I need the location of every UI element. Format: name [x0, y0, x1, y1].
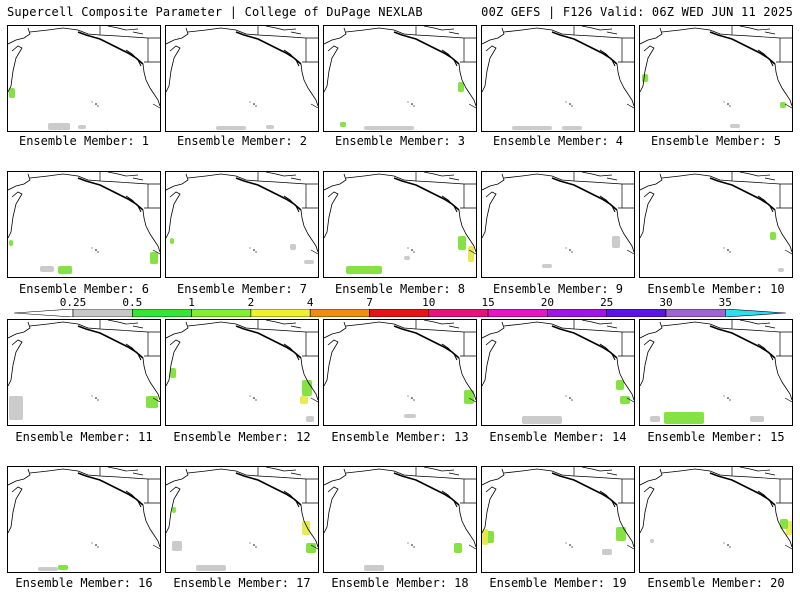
ensemble-map-panel — [639, 466, 793, 573]
map-coastline — [640, 320, 792, 424]
map-coastline — [166, 320, 318, 422]
color-scale-label: 2 — [247, 296, 255, 309]
ensemble-map-panel — [7, 25, 161, 132]
ensemble-map-panel — [481, 25, 635, 132]
color-swatch — [547, 309, 608, 317]
color-scale-label: 1 — [188, 296, 195, 309]
map-coastline — [640, 172, 792, 272]
ensemble-map-panel — [639, 319, 793, 426]
map-coastline — [324, 467, 476, 571]
map-coastline — [8, 320, 160, 420]
ensemble-member-label: Ensemble Member: 6 — [18, 282, 150, 296]
color-swatch — [606, 309, 667, 317]
color-scale-label: 15 — [481, 296, 495, 309]
color-scale-label: 4 — [306, 296, 314, 309]
ensemble-map-panel — [323, 25, 477, 132]
color-swatch — [132, 309, 192, 317]
map-coastline — [640, 467, 792, 550]
ensemble-map-panel — [323, 319, 477, 426]
ensemble-map-panel — [165, 319, 319, 426]
ensemble-map-panel — [323, 466, 477, 573]
ensemble-map-panel — [323, 171, 477, 278]
map-coastline — [482, 172, 634, 268]
color-swatch — [428, 309, 489, 317]
ensemble-member-label: Ensemble Member: 16 — [15, 576, 153, 590]
ensemble-member-label: Ensemble Member: 18 — [331, 576, 469, 590]
map-coastline — [482, 467, 634, 555]
map-coastline — [640, 26, 792, 128]
map-coastline — [166, 172, 318, 264]
ensemble-map-panel — [165, 25, 319, 132]
ensemble-member-label: Ensemble Member: 11 — [15, 430, 153, 444]
map-title: Supercell Composite Parameter | College … — [7, 5, 423, 19]
ensemble-member-label: Ensemble Member: 8 — [334, 282, 466, 296]
map-coastline — [166, 26, 318, 130]
color-scale-label: 0.25 — [59, 296, 87, 309]
map-coastline — [324, 172, 476, 274]
ensemble-map-panel — [639, 25, 793, 132]
ensemble-member-label: Ensemble Member: 19 — [489, 576, 627, 590]
color-swatch — [665, 309, 726, 317]
ensemble-member-label: Ensemble Member: 10 — [647, 282, 785, 296]
ensemble-member-label: Ensemble Member: 4 — [492, 134, 624, 148]
color-scale-bar — [14, 309, 786, 317]
color-scale-label: 10 — [422, 296, 436, 309]
ensemble-member-label: Ensemble Member: 15 — [647, 430, 785, 444]
ensemble-member-label: Ensemble Member: 7 — [176, 282, 308, 296]
map-coastline — [8, 467, 160, 571]
color-swatch — [250, 309, 311, 317]
color-scale-label: 7 — [366, 296, 373, 309]
map-coastline — [8, 172, 160, 274]
ensemble-map-panel — [165, 171, 319, 278]
color-scale-label: 30 — [659, 296, 673, 309]
color-scale-label: 20 — [540, 296, 555, 309]
map-coastline — [324, 26, 476, 130]
color-swatch — [191, 309, 252, 317]
valid-time-title: 00Z GEFS | F126 Valid: 06Z WED JUN 11 20… — [481, 5, 793, 19]
ensemble-map-panel — [7, 319, 161, 426]
ensemble-member-label: Ensemble Member: 12 — [173, 430, 311, 444]
color-scale-label: 25 — [600, 296, 614, 309]
ensemble-member-label: Ensemble Member: 9 — [492, 282, 624, 296]
map-coastline — [324, 320, 476, 418]
ensemble-member-label: Ensemble Member: 13 — [331, 430, 469, 444]
map-coastline — [482, 320, 634, 424]
color-swatch — [72, 309, 133, 317]
ensemble-member-label: Ensemble Member: 1 — [18, 134, 150, 148]
map-coastline — [482, 26, 634, 130]
ensemble-map-panel — [165, 466, 319, 573]
ensemble-member-label: Ensemble Member: 20 — [647, 576, 785, 590]
color-swatch — [369, 309, 430, 317]
color-scale-label: 0.5 — [122, 296, 143, 309]
ensemble-member-label: Ensemble Member: 3 — [334, 134, 466, 148]
ensemble-map-panel — [481, 319, 635, 426]
ensemble-member-label: Ensemble Member: 17 — [173, 576, 311, 590]
color-swatch — [309, 309, 370, 317]
ensemble-map-panel — [639, 171, 793, 278]
ensemble-member-label: Ensemble Member: 2 — [176, 134, 308, 148]
color-scale-label: 35 — [718, 296, 732, 309]
ensemble-map-panel — [7, 466, 161, 573]
ensemble-map-panel — [481, 171, 635, 278]
color-swatch — [487, 309, 548, 317]
ensemble-map-panel — [7, 171, 161, 278]
color-swatch — [724, 309, 786, 317]
ensemble-map-panel — [481, 466, 635, 573]
map-coastline — [166, 467, 318, 571]
ensemble-member-label: Ensemble Member: 5 — [650, 134, 782, 148]
ensemble-member-label: Ensemble Member: 14 — [489, 430, 627, 444]
map-coastline — [8, 26, 160, 130]
